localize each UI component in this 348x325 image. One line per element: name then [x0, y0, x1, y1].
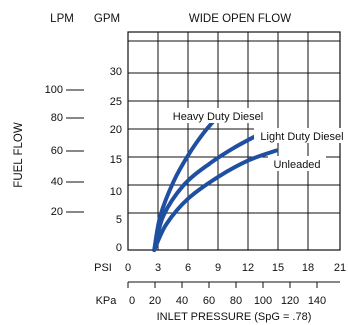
kpa-tick-label: 100	[254, 295, 272, 307]
psi-unit-label: PSI	[94, 262, 112, 274]
lpm-unit-label: LPM	[50, 13, 74, 25]
psi-tick-label: 21	[334, 262, 346, 274]
x-axis-label: INLET PRESSURE (SpG = .78)	[157, 311, 312, 323]
psi-tick-label: 15	[272, 262, 284, 274]
lpm-tick-label: 80	[51, 112, 63, 124]
series-label-light-duty-diesel: Light Duty Diesel	[260, 131, 343, 143]
gpm-tick-label: 5	[116, 214, 122, 226]
kpa-tick-label: 60	[203, 295, 215, 307]
gpm-tick-label: 25	[110, 96, 122, 108]
psi-tick-label: 18	[302, 262, 314, 274]
psi-tick-labels: 0 3 6 9 12 15 18 21	[125, 262, 346, 274]
kpa-axis-ticks	[127, 282, 318, 288]
kpa-unit-label: KPa	[96, 295, 118, 307]
series-label-bg	[254, 128, 348, 143]
kpa-tick-labels: 0 20 40 60 80 100 120 140	[129, 295, 326, 307]
lpm-tick-label: 60	[51, 145, 63, 157]
kpa-tick-label: 0	[129, 295, 135, 307]
gpm-tick-label: 0	[116, 242, 122, 254]
gpm-tick-label: 20	[110, 124, 122, 136]
kpa-tick-label: 140	[308, 295, 326, 307]
series-label-bg	[160, 108, 274, 123]
lpm-tick-label: 40	[51, 176, 63, 188]
gpm-tick-label: 10	[110, 186, 122, 198]
lpm-tick-label: 100	[45, 84, 63, 96]
lpm-tick-labels: 100 80 60 40 20	[45, 84, 84, 218]
gpm-tick-label: 15	[110, 154, 122, 166]
kpa-tick-label: 80	[230, 295, 242, 307]
series-label-unleaded: Unleaded	[273, 159, 320, 171]
series-labels: Heavy Duty Diesel Light Duty Diesel Unle…	[160, 108, 348, 171]
kpa-tick-label: 20	[149, 295, 161, 307]
y-axis-label: FUEL FLOW	[13, 122, 25, 188]
kpa-tick-label: 120	[281, 295, 299, 307]
psi-tick-label: 0	[125, 262, 131, 274]
psi-tick-label: 9	[215, 262, 221, 274]
curve-light-duty-diesel	[152, 132, 262, 252]
curve-heavy-duty-diesel	[152, 109, 224, 252]
lpm-tick-label: 20	[51, 206, 63, 218]
series-label-bg	[268, 156, 326, 171]
series-label-heavy-duty-diesel: Heavy Duty Diesel	[173, 111, 263, 123]
psi-tick-label: 3	[155, 262, 161, 274]
curve-unleaded	[152, 148, 279, 252]
psi-tick-label: 12	[242, 262, 254, 274]
kpa-tick-label: 40	[176, 295, 188, 307]
gpm-unit-label: GPM	[94, 13, 120, 25]
gpm-tick-label: 30	[110, 66, 122, 78]
chart-title: WIDE OPEN FLOW	[189, 13, 291, 25]
vertical-gridlines	[157, 32, 309, 250]
psi-tick-label: 6	[185, 262, 191, 274]
gpm-tick-labels: 0 5 10 15 20 25 30	[110, 66, 122, 254]
series-layer	[152, 109, 279, 252]
